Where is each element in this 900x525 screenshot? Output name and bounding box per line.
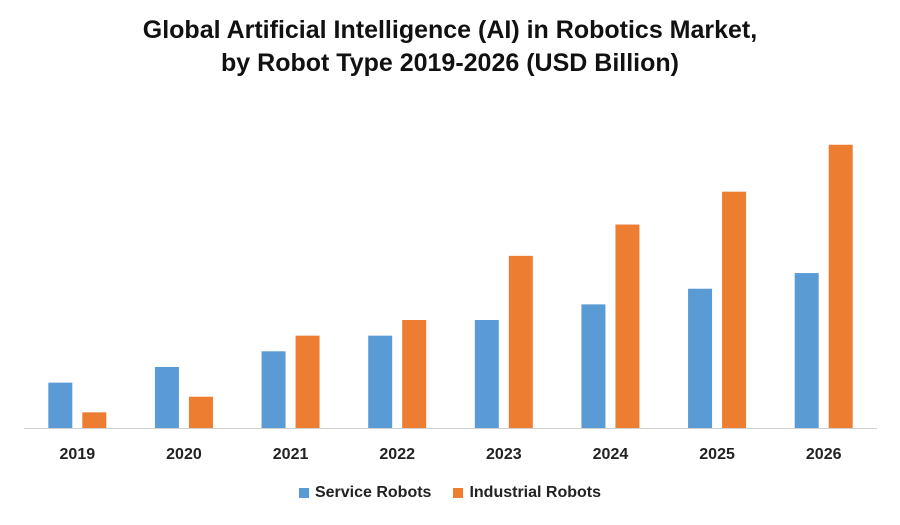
legend-item-industrial-robots: Industrial Robots bbox=[453, 484, 601, 502]
bar-service-robots-2023 bbox=[474, 320, 499, 428]
legend-label-service-robots: Service Robots bbox=[314, 484, 432, 501]
bar-industrial-robots-2022 bbox=[402, 320, 427, 428]
x-tick-label-2025: 2025 bbox=[699, 446, 735, 463]
bar-industrial-robots-2024 bbox=[615, 224, 640, 428]
bar-service-robots-2019 bbox=[48, 382, 73, 428]
x-tick-label-2019: 2019 bbox=[60, 446, 96, 463]
legend-swatch-industrial-robots bbox=[453, 488, 464, 498]
bar-service-robots-2020 bbox=[154, 366, 179, 428]
chart-title-line-1: Global Artificial Intelligence (AI) in R… bbox=[142, 16, 758, 44]
bar-industrial-robots-2019 bbox=[82, 412, 107, 428]
x-tick-label-2021: 2021 bbox=[273, 446, 309, 463]
legend-label-industrial-robots: Industrial Robots bbox=[469, 484, 602, 501]
x-tick-label-2022: 2022 bbox=[379, 446, 415, 463]
bar-industrial-robots-2021 bbox=[295, 335, 320, 428]
chart-title-line-2: by Robot Type 2019-2026 (USD Billion) bbox=[221, 49, 679, 77]
bar-service-robots-2022 bbox=[368, 335, 393, 428]
legend: Service Robots Industrial Robots bbox=[0, 484, 900, 502]
legend-swatch-service-robots bbox=[298, 488, 309, 498]
bar-industrial-robots-2026 bbox=[828, 144, 853, 429]
chart-title: Global Artificial Intelligence (AI) in R… bbox=[0, 14, 900, 80]
x-tick-label-2024: 2024 bbox=[593, 446, 629, 463]
bar-service-robots-2024 bbox=[581, 304, 606, 428]
bar-industrial-robots-2020 bbox=[188, 396, 213, 428]
bar-service-robots-2021 bbox=[261, 351, 286, 428]
legend-item-service-robots: Service Robots bbox=[298, 484, 432, 502]
bar-industrial-robots-2023 bbox=[508, 255, 533, 428]
bar-service-robots-2025 bbox=[688, 288, 713, 428]
x-tick-label-2026: 2026 bbox=[806, 446, 842, 463]
bar-industrial-robots-2025 bbox=[722, 191, 747, 428]
x-tick-label-2020: 2020 bbox=[166, 446, 202, 463]
x-tick-label-2023: 2023 bbox=[486, 446, 522, 463]
bar-service-robots-2026 bbox=[794, 273, 819, 428]
